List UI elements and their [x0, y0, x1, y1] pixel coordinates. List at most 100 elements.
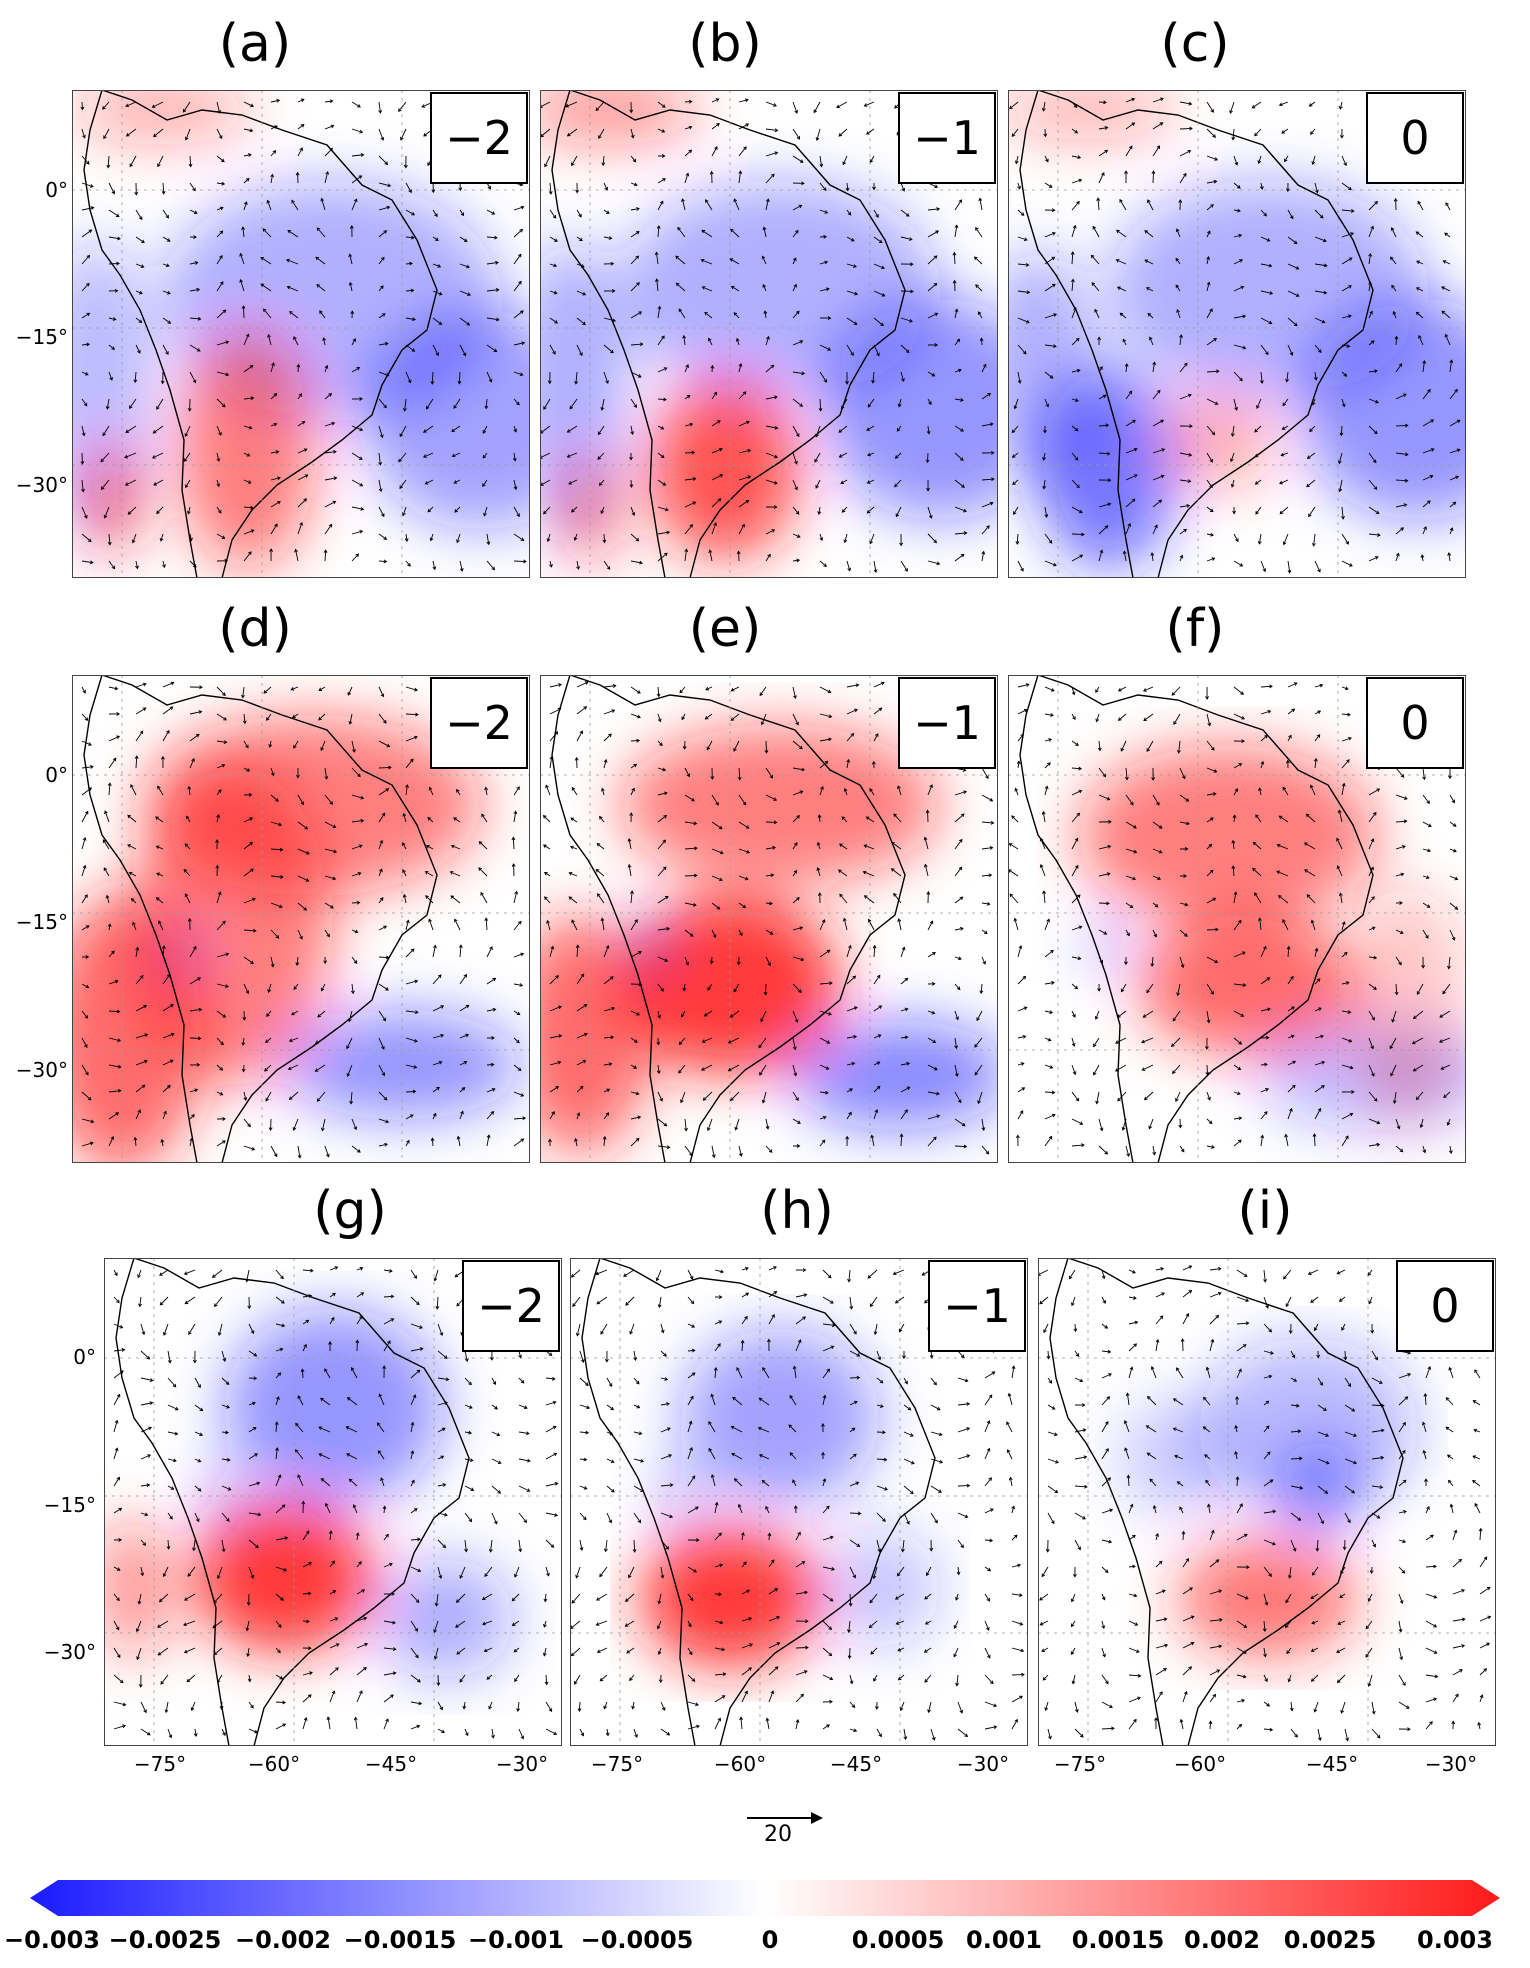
- lat-tick-15s-row2: −15°: [15, 910, 68, 934]
- lag-box-i: 0: [1396, 1260, 1494, 1352]
- wind-vectors: [542, 681, 995, 1159]
- anomaly-region: [620, 895, 840, 1075]
- reference-vector-label: 20: [764, 1822, 792, 1847]
- anomaly-region: [194, 1503, 374, 1653]
- panel-frame: [570, 1258, 1028, 1746]
- anomaly-shading: [72, 715, 522, 1163]
- colorbar-label-4: −0.001: [467, 1926, 565, 1954]
- anomaly-shading: [640, 1328, 940, 1668]
- coastline: [1019, 675, 1374, 1163]
- colorbar-label-6: 0: [761, 1926, 779, 1954]
- map-canvas: [1038, 1258, 1496, 1746]
- anomaly-region: [104, 1518, 174, 1658]
- anomaly-region: [650, 380, 800, 560]
- map-canvas: [72, 675, 530, 1163]
- anomaly-shading: [104, 1308, 514, 1678]
- panel-letter-c: (c): [1160, 14, 1230, 74]
- wind-vectors: [80, 98, 527, 572]
- map-canvas: [1008, 675, 1466, 1163]
- panel-frame: [540, 675, 998, 1163]
- lon-tick-30w-h: −30°: [956, 1752, 1010, 1776]
- map-panel-g: [104, 1258, 562, 1746]
- panel-letter-d: (d): [218, 599, 292, 659]
- lag-box-a: −2: [430, 92, 528, 184]
- colorbar-label-2: −0.002: [234, 1926, 332, 1954]
- anomaly-region: [540, 915, 650, 1155]
- colorbar-label-11: 0.0025: [1283, 1926, 1377, 1954]
- anomaly-region: [224, 1308, 444, 1508]
- lag-box-b: −1: [898, 92, 996, 184]
- lon-tick-45w-i: −45°: [1305, 1752, 1359, 1776]
- lon-tick-60w-g: −60°: [247, 1752, 301, 1776]
- lon-tick-75w-i: −75°: [1053, 1752, 1107, 1776]
- anomaly-region: [1093, 920, 1123, 970]
- anomaly-shading: [1118, 1338, 1418, 1658]
- panel-frame: [1008, 675, 1466, 1163]
- anomaly-region: [1178, 1538, 1358, 1658]
- anomaly-region: [1278, 1438, 1358, 1538]
- colorbar-label-5: −0.0005: [580, 1926, 694, 1954]
- lat-tick-30s-row3: −30°: [43, 1640, 96, 1664]
- lon-tick-75w-g: −75°: [133, 1752, 187, 1776]
- panel-frame: [104, 1258, 562, 1746]
- colorbar-label-1: −0.0025: [108, 1926, 222, 1954]
- colorbar-label-7: 0.0005: [851, 1926, 945, 1954]
- anomaly-region: [1348, 885, 1466, 1125]
- coastline: [1019, 90, 1374, 578]
- panel-letter-a: (a): [218, 14, 292, 74]
- lat-tick-0-row3: 0°: [73, 1345, 96, 1369]
- lat-tick-0-row1: 0°: [45, 178, 68, 202]
- lon-tick-30w-g: −30°: [495, 1752, 549, 1776]
- panel-frame: [72, 90, 530, 578]
- lon-tick-60w-i: −60°: [1173, 1752, 1227, 1776]
- lat-tick-30s-row2: −30°: [15, 1058, 68, 1082]
- coastline: [1049, 1258, 1404, 1746]
- reference-vector-arrow: [747, 1812, 823, 1824]
- panel-frame: [540, 90, 998, 578]
- wind-vectors: [1008, 682, 1459, 1157]
- anomaly-shading: [1078, 745, 1466, 1130]
- lag-box-e: −1: [898, 677, 996, 769]
- colorbar-label-3: −0.0015: [343, 1926, 457, 1954]
- lon-tick-30w-i: −30°: [1424, 1752, 1478, 1776]
- colorbar: [30, 1880, 1500, 1916]
- colorbar-label-0: −0.003: [3, 1926, 101, 1954]
- lag-box-f: 0: [1366, 677, 1464, 769]
- coastline: [551, 90, 906, 578]
- panel-letter-b: (b): [688, 14, 762, 74]
- panel-letter-f: (f): [1165, 599, 1225, 659]
- anomaly-region: [204, 1468, 244, 1528]
- anomaly-region: [620, 725, 940, 885]
- anomaly-region: [820, 300, 998, 520]
- anomaly-region: [167, 935, 197, 975]
- map-panel-c: [1008, 90, 1466, 578]
- lag-box-g: −2: [462, 1260, 560, 1352]
- map-canvas: [540, 90, 998, 578]
- anomaly-region: [177, 330, 317, 570]
- lon-tick-45w-g: −45°: [364, 1752, 418, 1776]
- panel-frame: [72, 675, 530, 1163]
- panel-frame: [1038, 1258, 1496, 1746]
- lon-tick-60w-h: −60°: [713, 1752, 767, 1776]
- anomaly-region: [82, 445, 142, 555]
- anomaly-region: [790, 1020, 998, 1130]
- anomaly-region: [820, 1528, 940, 1648]
- anomaly-region: [540, 90, 700, 145]
- map-canvas: [104, 1258, 562, 1746]
- colorbar-label-12: 0.003: [1417, 1926, 1493, 1954]
- lag-box-d: −2: [430, 677, 528, 769]
- anomaly-shading: [540, 725, 998, 1155]
- coastline: [115, 1258, 470, 1746]
- colorbar-label-10: 0.002: [1184, 1926, 1260, 1954]
- anomaly-region: [635, 920, 665, 970]
- anomaly-region: [1198, 1338, 1418, 1518]
- anomaly-region: [1078, 745, 1378, 925]
- panel-letter-i: (i): [1237, 1181, 1293, 1241]
- wind-vectors: [570, 1266, 1025, 1741]
- panel-letter-g: (g): [313, 1181, 387, 1241]
- map-canvas: [1008, 90, 1466, 578]
- lat-tick-15s-row1: −15°: [15, 325, 68, 349]
- coastline: [83, 90, 438, 578]
- map-canvas: [72, 90, 530, 578]
- anomaly-region: [362, 310, 530, 530]
